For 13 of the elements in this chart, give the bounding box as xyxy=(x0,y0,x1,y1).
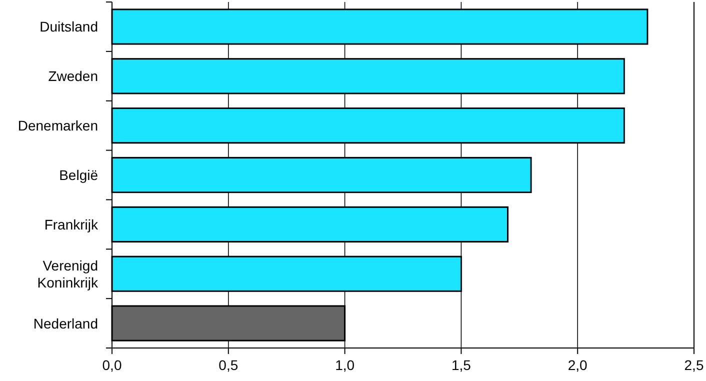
x-tick-label: 2,5 xyxy=(684,357,704,373)
x-tick-label: 0,0 xyxy=(102,357,122,373)
y-tick-label: Zweden xyxy=(48,68,98,84)
y-tick-label: Frankrijk xyxy=(44,216,99,232)
y-tick-label: Duitsland xyxy=(40,18,98,35)
y-tick-label: Verenigd Koninkrijk xyxy=(37,257,99,290)
y-tick-label: Nederland xyxy=(33,315,98,332)
x-tick-label: 1,0 xyxy=(335,357,355,373)
y-tick-label: België xyxy=(59,167,98,183)
x-tick-label: 2,0 xyxy=(568,357,588,373)
x-tick-label: 1,5 xyxy=(451,357,472,373)
x-tick-label: 0,5 xyxy=(218,357,238,373)
y-tick-label: Denemarken xyxy=(18,118,98,134)
